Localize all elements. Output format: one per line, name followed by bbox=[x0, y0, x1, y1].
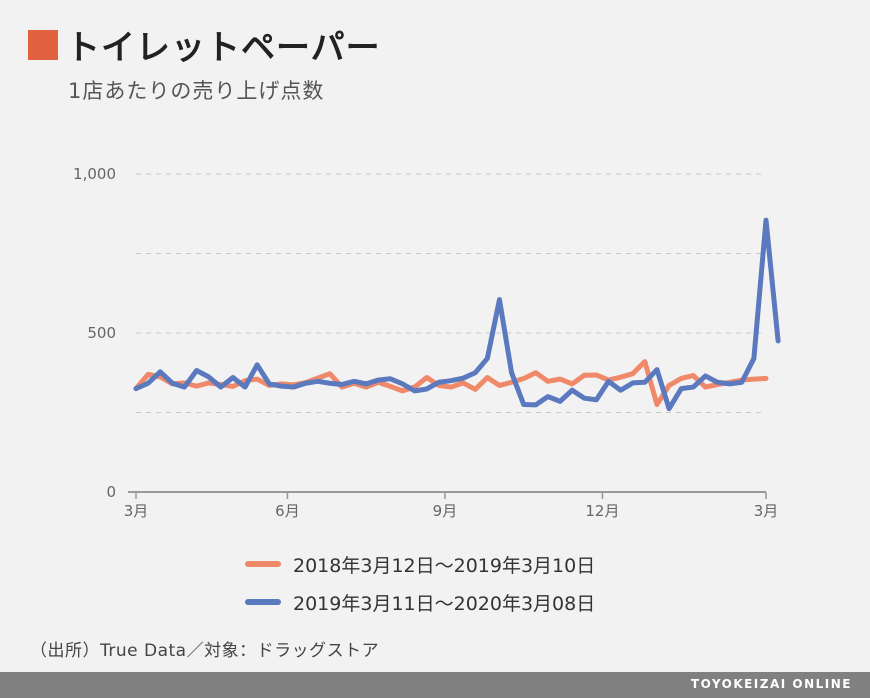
legend-label-2018: 2018年3月12日～2019年3月10日 bbox=[293, 554, 596, 577]
brand-label: TOYOKEIZAI ONLINE bbox=[690, 677, 852, 691]
y-tick-label: 1,000 bbox=[73, 165, 116, 183]
line-chart: 0 500 1,000 3月 6月 9月 12月 3月 bbox=[73, 165, 781, 520]
legend-label-2019: 2019年3月11日～2020年3月08日 bbox=[293, 592, 596, 615]
series-line-1 bbox=[133, 217, 781, 412]
legend: 2018年3月12日～2019年3月10日 2019年3月11日～2020年3月… bbox=[245, 545, 595, 621]
source-note: （出所）True Data／対象：ドラッグストア bbox=[30, 641, 380, 661]
y-tick-label: 500 bbox=[87, 324, 116, 342]
legend-item-2018: 2018年3月12日～2019年3月10日 bbox=[245, 545, 595, 583]
title-accent-square bbox=[28, 29, 58, 60]
legend-swatch-2018 bbox=[245, 561, 281, 567]
x-tick-label: 6月 bbox=[275, 502, 300, 520]
x-tick-label: 3月 bbox=[754, 502, 779, 520]
x-tick-label: 12月 bbox=[585, 502, 619, 520]
chart-subtitle: 1店あたりの売り上げ点数 bbox=[68, 79, 325, 103]
footer-bar: TOYOKEIZAI ONLINE bbox=[0, 672, 870, 698]
gridlines bbox=[136, 173, 766, 413]
chart-title-row: トイレットペーパー bbox=[28, 20, 381, 69]
legend-item-2019: 2019年3月11日～2020年3月08日 bbox=[245, 583, 595, 621]
y-tick-label: 0 bbox=[106, 483, 116, 501]
axes: 0 500 1,000 3月 6月 9月 12月 3月 bbox=[73, 165, 778, 520]
series-lines bbox=[133, 217, 781, 412]
x-tick-label: 9月 bbox=[433, 502, 458, 520]
legend-swatch-2019 bbox=[245, 599, 281, 605]
chart-title: トイレットペーパー bbox=[66, 28, 381, 68]
x-tick-label: 3月 bbox=[124, 502, 149, 520]
